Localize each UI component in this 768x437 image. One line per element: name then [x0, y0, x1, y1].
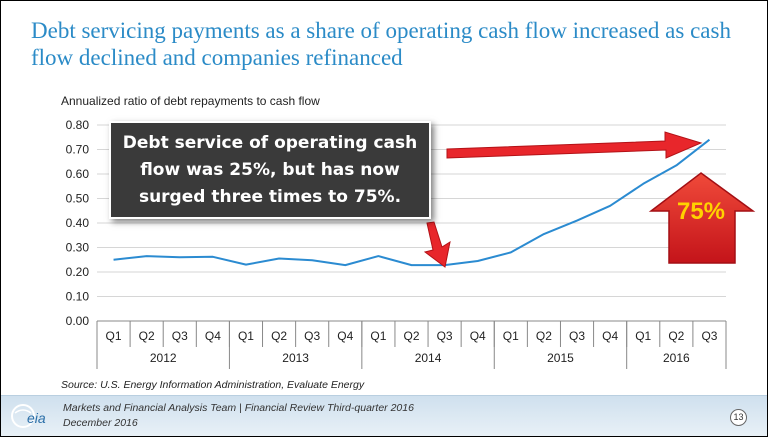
x-tick-label: Q4: [602, 329, 618, 343]
source-note: Source: U.S. Energy Information Administ…: [61, 379, 365, 391]
x-tick-label: Q1: [238, 329, 254, 343]
y-tick-label: 0.80: [66, 118, 90, 132]
year-label: 2013: [282, 351, 309, 365]
series-line: [113, 138, 711, 267]
pointer-arrow-down: [423, 221, 451, 268]
y-tick-label: 0.30: [66, 241, 90, 255]
x-tick-label: Q3: [304, 329, 320, 343]
year-label: 2012: [150, 351, 177, 365]
footer-team: Markets and Financial Analysis Team | Fi…: [63, 402, 414, 414]
page-number: 13: [730, 409, 747, 426]
year-label: 2014: [415, 351, 442, 365]
y-tick-label: 0.40: [66, 216, 90, 230]
x-tick-label: Q1: [370, 329, 386, 343]
callout-text: Debt service of operating cash flow was …: [122, 132, 418, 207]
footer-date: December 2016: [63, 417, 138, 429]
year-label: 2015: [547, 351, 574, 365]
x-tick-label: Q4: [337, 329, 353, 343]
pointer-arrow-right: [446, 131, 703, 159]
x-tick-label: Q3: [437, 329, 453, 343]
x-tick-label: Q3: [172, 329, 188, 343]
x-tick-label: Q4: [470, 329, 486, 343]
y-tick-label: 0.70: [66, 143, 90, 157]
x-tick-label: Q3: [569, 329, 585, 343]
y-tick-label: 0.60: [66, 167, 90, 181]
big-up-arrow: [648, 172, 756, 264]
footer-bar: eia Markets and Financial Analysis Team …: [1, 395, 767, 436]
x-tick-label: Q2: [139, 329, 155, 343]
slide-title: Debt servicing payments as a share of op…: [31, 18, 731, 70]
y-tick-label: 0.10: [66, 290, 90, 304]
x-tick-label: Q1: [635, 329, 651, 343]
x-tick-label: Q3: [701, 329, 717, 343]
y-tick-label: 0.20: [66, 265, 90, 279]
x-tick-label: Q1: [503, 329, 519, 343]
x-tick-label: Q2: [403, 329, 419, 343]
y-axis-label: Annualized ratio of debt repayments to c…: [61, 94, 320, 108]
x-tick-label: Q2: [668, 329, 684, 343]
x-tick-label: Q2: [271, 329, 287, 343]
highlight-value: 75%: [676, 198, 726, 225]
x-tick-label: Q4: [205, 329, 221, 343]
year-label: 2016: [663, 351, 690, 365]
y-tick-label: 0.50: [66, 192, 90, 206]
x-tick-label: Q2: [536, 329, 552, 343]
callout-box: Debt service of operating cash flow was …: [109, 121, 431, 219]
x-tick-label: Q1: [106, 329, 122, 343]
y-tick-label: 0.00: [66, 314, 90, 328]
logo-text: eia: [27, 410, 46, 426]
eia-logo-icon: eia: [11, 404, 46, 428]
